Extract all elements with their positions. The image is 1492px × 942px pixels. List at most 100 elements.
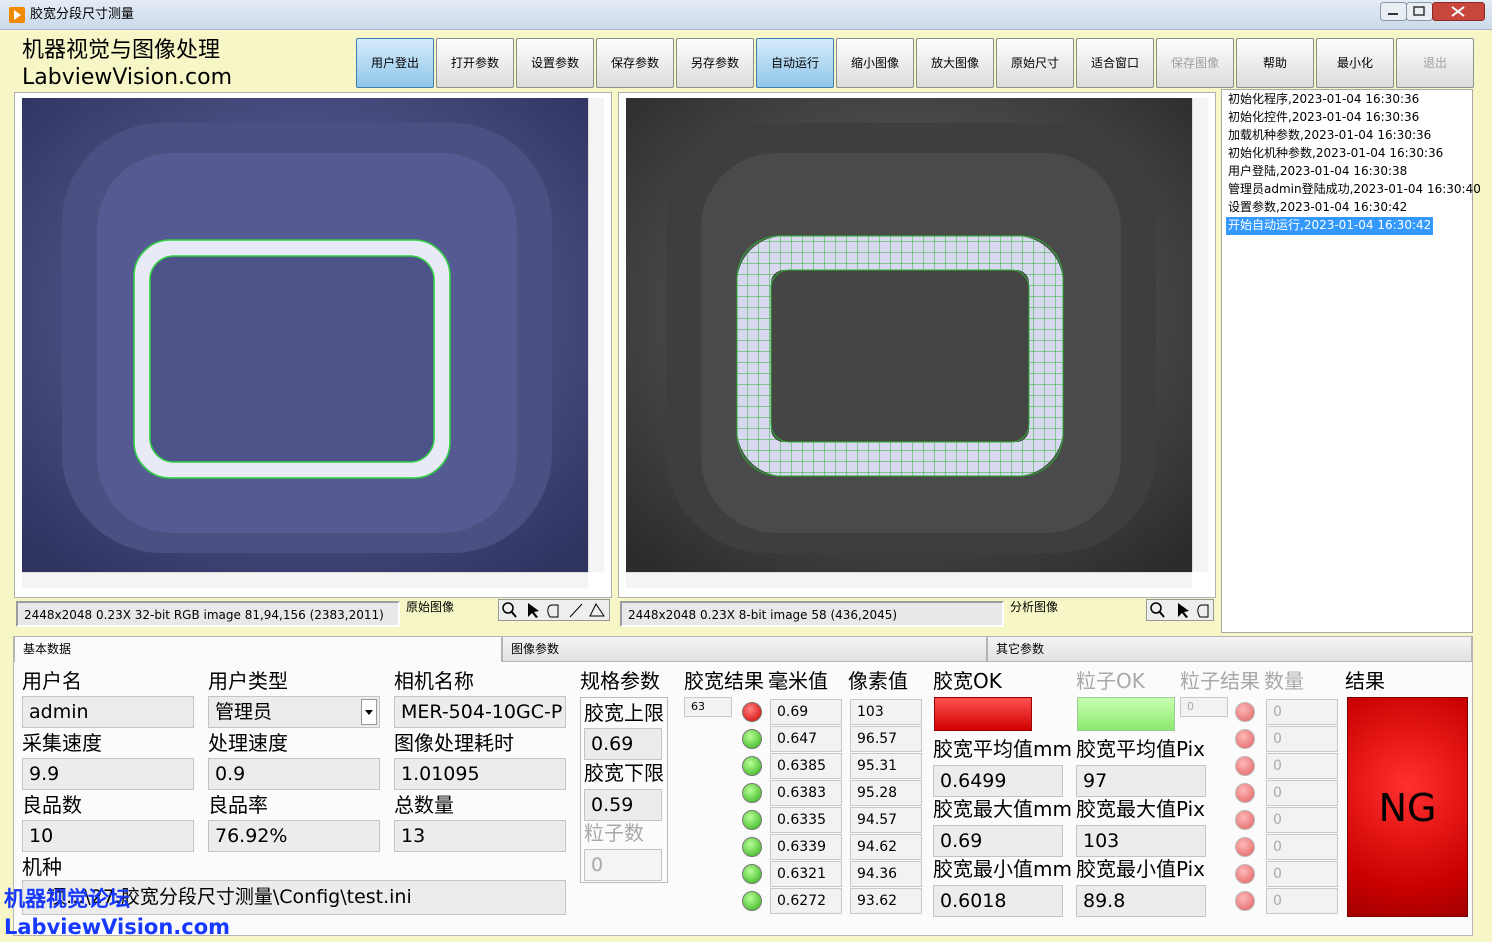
viewer-label: 分析图像 xyxy=(1010,600,1059,614)
count-value: 0 xyxy=(1266,780,1338,806)
field-label: 相机名称 xyxy=(394,669,474,693)
spec-label: 粒子数 xyxy=(584,821,644,845)
tab[interactable]: 基本数据 xyxy=(14,636,502,662)
scrollbar[interactable] xyxy=(1192,98,1208,572)
toolbar-button[interactable]: 放大图像 xyxy=(916,38,994,88)
index-box[interactable]: 63 xyxy=(684,697,732,717)
toolbar-button[interactable]: 保存参数 xyxy=(596,38,674,88)
field-value[interactable]: 1.01095 xyxy=(394,758,566,790)
field-value[interactable]: ...项...\27.胶宽分段尺寸测量\Config\test.ini xyxy=(22,880,566,915)
scrollbar[interactable] xyxy=(22,572,588,588)
image-tools[interactable] xyxy=(498,599,610,621)
field-label: 用户类型 xyxy=(208,669,288,693)
log-entry: 开始自动运行,2023-01-04 16:30:42 xyxy=(1226,217,1434,235)
status-led xyxy=(742,891,762,911)
ok-label: 胶宽OK xyxy=(933,669,1002,693)
pix-value: 95.31 xyxy=(850,753,922,779)
analysis-image[interactable] xyxy=(626,98,1192,572)
count-value: 0 xyxy=(1266,753,1338,779)
field-value[interactable]: 10 xyxy=(22,820,194,852)
field-label: 图像处理耗时 xyxy=(394,731,514,755)
log-entry: 设置参数,2023-01-04 16:30:42 xyxy=(1228,200,1408,214)
viewer-label: 原始图像 xyxy=(406,600,455,614)
toolbar-button[interactable]: 原始尺寸 xyxy=(996,38,1074,88)
field-label: 良品数 xyxy=(22,793,82,817)
mm-value: 0.647 xyxy=(770,726,842,752)
spec-group xyxy=(580,697,668,883)
header-subtitle: LabviewVision.com xyxy=(22,65,232,90)
ok-label: 粒子OK xyxy=(1076,669,1145,693)
dropdown-arrow[interactable] xyxy=(361,699,377,725)
mm-value: 0.6272 xyxy=(770,888,842,914)
column-header: 胶宽结果 xyxy=(684,669,764,693)
stat-value: 0.69 xyxy=(933,825,1063,857)
log-panel xyxy=(1221,89,1473,633)
status-led xyxy=(742,729,762,749)
status-led xyxy=(1235,837,1255,857)
log-entry: 初始化程序,2023-01-04 16:30:36 xyxy=(1228,92,1420,106)
stat-label: 胶宽平均值Pix xyxy=(1076,737,1206,761)
toolbar-button[interactable]: 打开参数 xyxy=(436,38,514,88)
index-box: 0 xyxy=(1180,697,1228,717)
field-label: 采集速度 xyxy=(22,731,102,755)
field-value[interactable]: 0.9 xyxy=(208,758,380,790)
scrollbar[interactable] xyxy=(626,572,1192,588)
field-value[interactable]: admin xyxy=(22,696,194,728)
pix-value: 96.57 xyxy=(850,726,922,752)
toolbar-button[interactable]: 适合窗口 xyxy=(1076,38,1154,88)
status-led xyxy=(1235,810,1255,830)
stat-label: 胶宽最小值Pix xyxy=(1076,857,1206,881)
stat-value: 103 xyxy=(1076,825,1206,857)
toolbar-button[interactable]: 设置参数 xyxy=(516,38,594,88)
mm-value: 0.69 xyxy=(770,699,842,725)
log-entry: 用户登陆,2023-01-04 16:30:38 xyxy=(1228,164,1408,178)
image-tools[interactable] xyxy=(1146,599,1214,621)
count-value: 0 xyxy=(1266,807,1338,833)
column-header: 像素值 xyxy=(848,669,908,693)
field-value[interactable]: 管理员 xyxy=(208,696,380,728)
stat-label: 胶宽平均值mm xyxy=(933,737,1072,761)
spec-label: 胶宽上限 xyxy=(584,701,664,725)
column-header: 粒子结果 xyxy=(1180,669,1260,693)
field-value[interactable]: 13 xyxy=(394,820,566,852)
log-entry: 初始化控件,2023-01-04 16:30:36 xyxy=(1228,110,1420,124)
field-label: 总数量 xyxy=(394,793,454,817)
scrollbar[interactable] xyxy=(588,98,604,572)
status-led xyxy=(742,783,762,803)
window-controls[interactable] xyxy=(1380,2,1486,22)
toolbar-button[interactable]: 最小化 xyxy=(1316,38,1394,88)
field-value[interactable]: MER-504-10GC-P xyxy=(394,696,566,728)
toolbar-button[interactable]: 自动运行 xyxy=(756,38,834,88)
field-label: 良品率 xyxy=(208,793,268,817)
original-image[interactable] xyxy=(22,98,588,572)
field-value[interactable]: 9.9 xyxy=(22,758,194,790)
spec-value: 0 xyxy=(584,849,662,881)
stat-value: 97 xyxy=(1076,765,1206,797)
count-value: 0 xyxy=(1266,888,1338,914)
title-bar xyxy=(0,0,1492,30)
field-label: 机种 xyxy=(22,855,62,879)
toolbar-button[interactable]: 帮助 xyxy=(1236,38,1314,88)
stat-value: 89.8 xyxy=(1076,885,1206,917)
pix-value: 93.62 xyxy=(850,888,922,914)
spec-value[interactable]: 0.69 xyxy=(584,728,662,760)
watermark: 机器视觉论坛 xyxy=(4,887,130,911)
stat-label: 胶宽最小值mm xyxy=(933,857,1072,881)
toolbar-button[interactable]: 缩小图像 xyxy=(836,38,914,88)
stat-value: 0.6018 xyxy=(933,885,1063,917)
mm-value: 0.6339 xyxy=(770,834,842,860)
status-led xyxy=(742,756,762,776)
tab[interactable]: 图像参数 xyxy=(502,636,987,662)
toolbar-button[interactable]: 另存参数 xyxy=(676,38,754,88)
spec-value[interactable]: 0.59 xyxy=(584,789,662,821)
status-led xyxy=(1235,729,1255,749)
stat-value: 0.6499 xyxy=(933,765,1063,797)
field-label: 用户名 xyxy=(22,669,82,693)
field-value[interactable]: 76.92% xyxy=(208,820,380,852)
toolbar-button: 退出 xyxy=(1396,38,1474,88)
toolbar-button[interactable]: 用户登出 xyxy=(356,38,434,88)
status-led xyxy=(742,810,762,830)
pix-value: 94.36 xyxy=(850,861,922,887)
mm-value: 0.6321 xyxy=(770,861,842,887)
tab[interactable]: 其它参数 xyxy=(987,636,1472,662)
